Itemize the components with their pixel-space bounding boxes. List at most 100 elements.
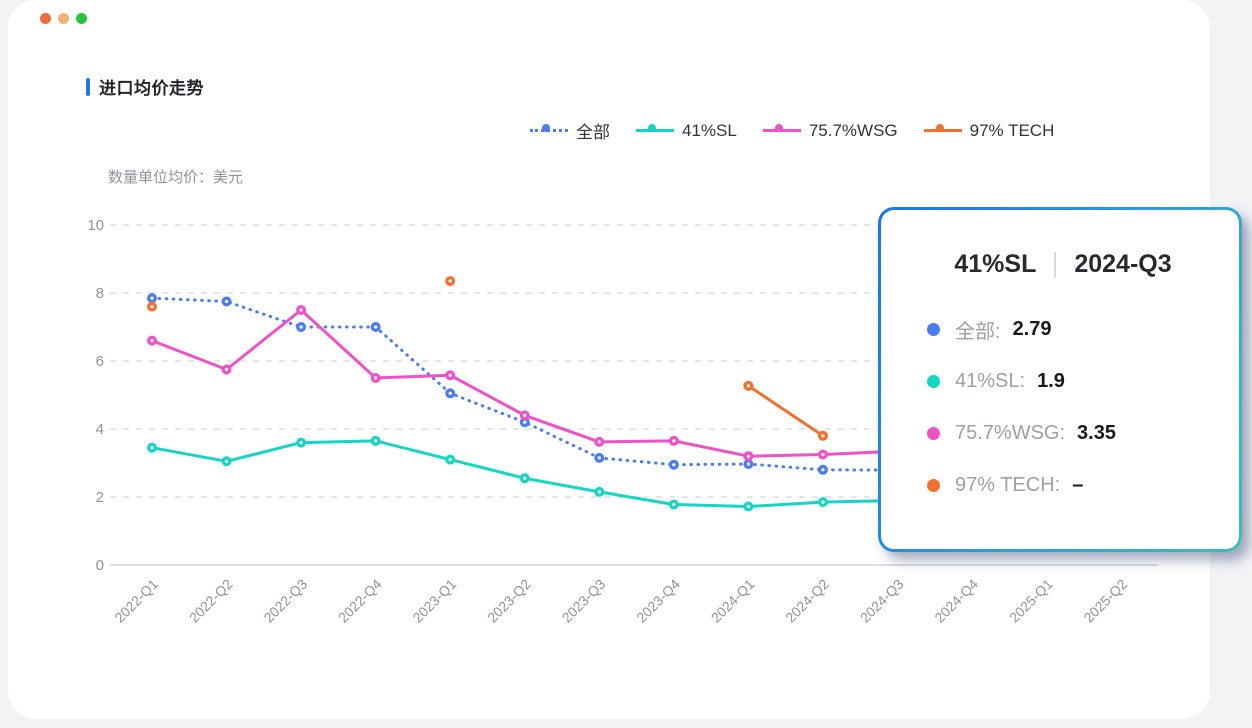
- legend-label: 75.7%WSG: [808, 120, 898, 140]
- tooltip-row-4: 97% TECH: –: [927, 459, 1199, 511]
- legend-label: 全部: [576, 123, 610, 142]
- tooltip-row-value: –: [1072, 473, 1084, 496]
- data-point-marker[interactable]: [594, 436, 605, 447]
- legend-item-1[interactable]: 全部: [530, 118, 610, 143]
- data-point-marker[interactable]: [668, 459, 679, 470]
- y-axis-tick-label: 6: [96, 353, 104, 370]
- header-row: 进口均价走势: [86, 74, 204, 99]
- unit-label: 数量单位均价：美元: [108, 169, 244, 186]
- data-point-marker[interactable]: [594, 486, 605, 497]
- data-point-marker[interactable]: [817, 430, 828, 441]
- tooltip-period: 2024-Q3: [1074, 250, 1172, 278]
- series-line-4: [746, 384, 825, 438]
- tooltip-series-name: 41%SL: [954, 250, 1037, 278]
- data-point-marker[interactable]: [519, 473, 530, 484]
- data-point-marker[interactable]: [668, 499, 679, 510]
- x-axis-tick-label: 2025-Q1: [1006, 576, 1056, 626]
- legend-line-marker-icon: [530, 123, 568, 138]
- zoom-dot[interactable]: [76, 13, 87, 24]
- x-axis-tick-label: 2022-Q4: [335, 576, 385, 626]
- tooltip-rows: 全部: 2.79 41%SL: 1.9 75.7%WSG: 3.35 97% TECH: –: [927, 303, 1199, 511]
- tooltip-row-1: 全部: 2.79: [927, 303, 1199, 355]
- x-axis-tick-label: 2023-Q3: [559, 576, 609, 626]
- series-dot-icon: [927, 478, 940, 492]
- legend-item-2[interactable]: 41%SL: [636, 121, 737, 141]
- legend-label: 97% TECH: [969, 120, 1055, 140]
- x-axis-tick-label: 2024-Q4: [931, 576, 981, 626]
- legend-item-3[interactable]: 75.7%WSG: [762, 120, 898, 141]
- tooltip-row-label: 41%SL:: [955, 369, 1026, 392]
- data-point-marker[interactable]: [445, 276, 456, 287]
- data-point-marker[interactable]: [743, 501, 754, 512]
- tooltip-body: 41%SL 2024-Q3 全部: 2.79 41%SL: 1.9 75.7%WSG: 3…: [881, 210, 1239, 549]
- close-dot[interactable]: [40, 13, 51, 24]
- x-axis-tick-label: 2024-Q2: [782, 576, 832, 626]
- legend-item-4[interactable]: 97% TECH: [923, 120, 1055, 141]
- data-point-marker[interactable]: [147, 335, 157, 346]
- data-point-marker[interactable]: [221, 456, 232, 467]
- data-point-marker[interactable]: [221, 364, 232, 375]
- x-axis-tick-label: 2022-Q3: [260, 576, 310, 626]
- data-point-marker[interactable]: [817, 497, 828, 508]
- page-title: 进口均价走势: [99, 79, 204, 98]
- data-point-marker[interactable]: [147, 442, 157, 453]
- series-dot-icon: [927, 426, 940, 440]
- tooltip-row-value: 1.9: [1037, 369, 1065, 392]
- window-controls: [40, 13, 87, 24]
- x-axis-tick-label: 2023-Q1: [409, 576, 459, 626]
- data-point-marker[interactable]: [743, 380, 754, 391]
- series-line-3: [150, 308, 899, 458]
- x-axis-tick-label: 2022-Q1: [111, 576, 161, 626]
- data-point-marker[interactable]: [370, 373, 381, 383]
- data-point-marker[interactable]: [445, 388, 456, 399]
- series-dot-icon: [927, 374, 940, 388]
- data-point-marker[interactable]: [147, 293, 157, 304]
- title-accent-bar: [86, 77, 90, 96]
- series-dot-icon: [927, 322, 940, 336]
- tooltip-title: 41%SL 2024-Q3: [927, 250, 1199, 279]
- tooltip-row-label: 全部:: [955, 320, 1001, 343]
- legend-line-marker-icon: [636, 123, 674, 138]
- data-point-marker[interactable]: [147, 301, 157, 312]
- x-axis-tick-label: 2023-Q4: [633, 576, 683, 626]
- data-point-marker[interactable]: [668, 435, 679, 446]
- y-axis-tick-label: 8: [96, 285, 104, 302]
- tooltip-row-label: 97% TECH:: [955, 473, 1061, 496]
- x-axis-tick-label: 2023-Q2: [484, 576, 534, 626]
- data-point-marker[interactable]: [370, 435, 381, 446]
- minimize-dot[interactable]: [58, 13, 69, 24]
- tooltip-row-3: 75.7%WSG: 3.35: [927, 407, 1199, 459]
- y-axis-tick-label: 10: [87, 217, 104, 234]
- data-point-marker[interactable]: [817, 464, 828, 475]
- legend-line-marker-icon: [762, 123, 801, 138]
- tooltip-row-label: 75.7%WSG:: [955, 421, 1066, 444]
- tooltip-row-value: 2.79: [1012, 317, 1052, 340]
- chart-tooltip: 41%SL 2024-Q3 全部: 2.79 41%SL: 1.9 75.7%WSG: 3…: [878, 207, 1242, 552]
- data-point-marker[interactable]: [743, 459, 754, 470]
- data-point-marker[interactable]: [296, 305, 307, 315]
- data-point-marker[interactable]: [743, 451, 754, 462]
- series-line-1: [150, 296, 899, 472]
- x-axis-tick-label: 2022-Q2: [186, 576, 236, 626]
- x-axis-tick-label: 2025-Q2: [1080, 576, 1130, 626]
- legend-label: 41%SL: [682, 120, 737, 140]
- chart-legend: 全部 41%SL 75.7%WSG 97% TECH: [530, 118, 1054, 143]
- y-axis-tick-label: 2: [96, 489, 104, 506]
- y-axis-tick-label: 0: [96, 557, 104, 574]
- data-point-marker[interactable]: [445, 370, 456, 381]
- legend-line-marker-icon: [923, 123, 962, 138]
- y-axis-tick-label: 4: [96, 421, 104, 438]
- data-point-marker[interactable]: [519, 410, 530, 421]
- data-point-marker[interactable]: [370, 322, 381, 332]
- data-point-marker[interactable]: [296, 437, 307, 448]
- data-point-marker[interactable]: [296, 322, 307, 332]
- tooltip-title-divider: [1054, 251, 1057, 278]
- data-point-marker[interactable]: [817, 449, 828, 460]
- data-point-marker[interactable]: [594, 452, 605, 463]
- tooltip-row-2: 41%SL: 1.9: [927, 355, 1199, 407]
- data-point-marker[interactable]: [221, 296, 232, 307]
- data-point-marker[interactable]: [445, 454, 456, 465]
- x-axis-tick-label: 2024-Q1: [708, 576, 758, 626]
- x-axis-tick-label: 2024-Q3: [857, 576, 907, 626]
